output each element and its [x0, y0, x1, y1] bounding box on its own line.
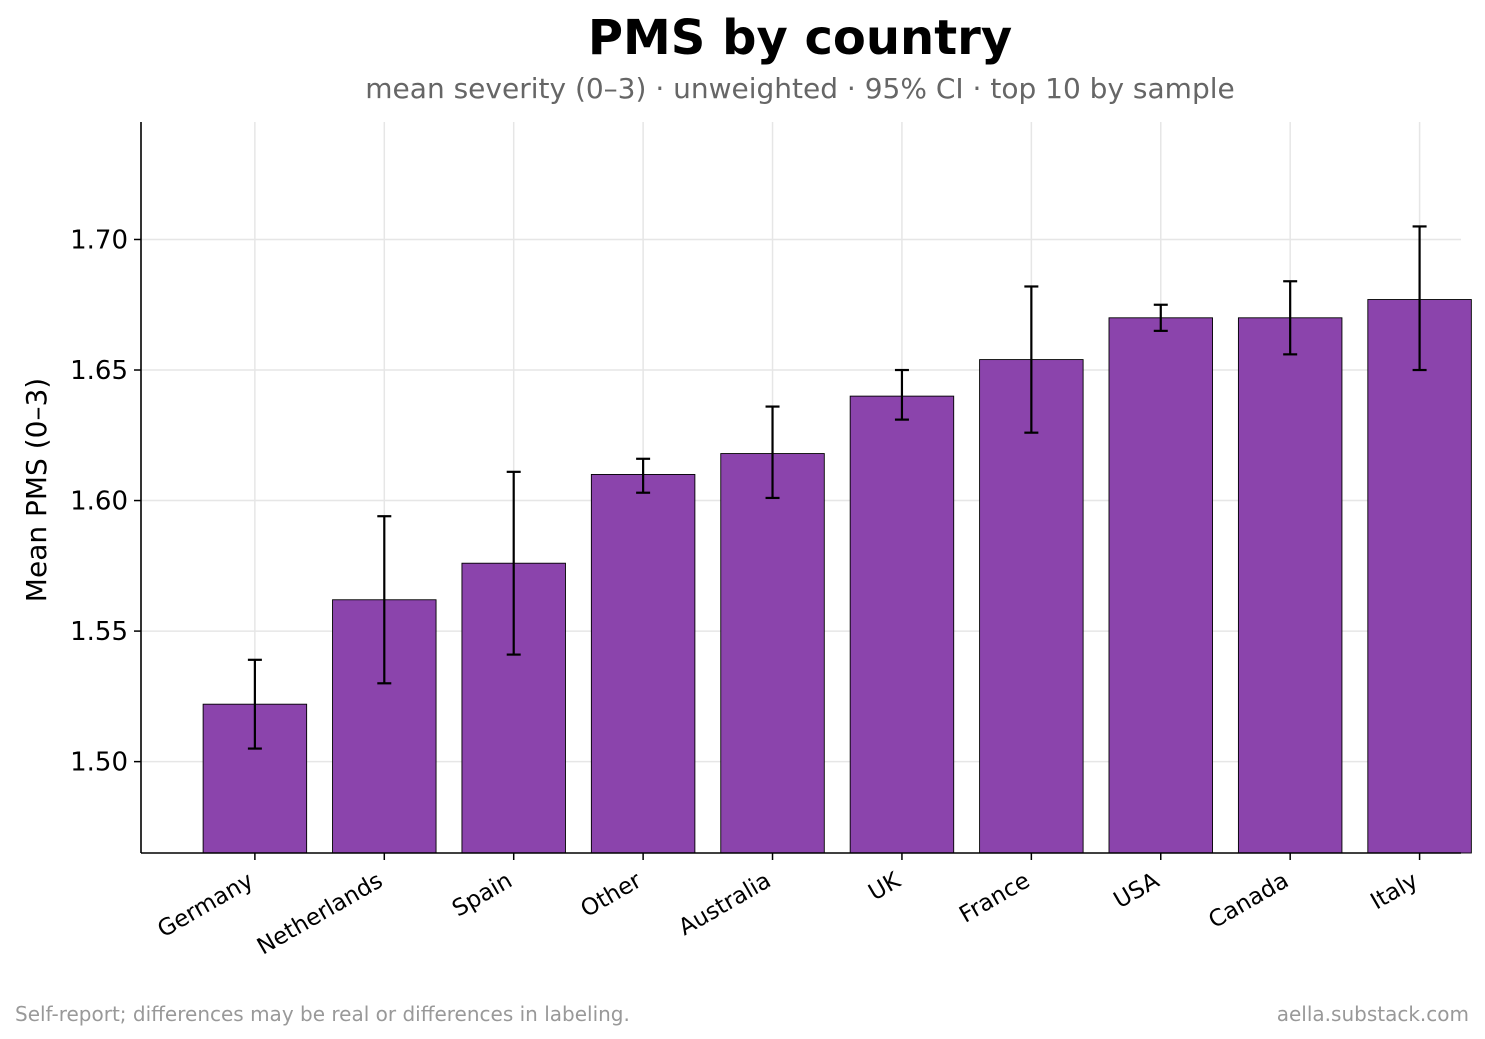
error-bar — [636, 457, 651, 494]
chart-subtitle: mean severity (0–3) · unweighted · 95% C… — [365, 72, 1234, 105]
y-tick-label: 1.60 — [70, 487, 128, 517]
x-tick-label: France — [955, 868, 1034, 929]
x-tick-label: USA — [1110, 868, 1164, 914]
bar — [849, 395, 955, 854]
error-bar — [765, 405, 780, 500]
chart-title: PMS by country — [588, 10, 1012, 66]
bars — [202, 299, 1472, 854]
bar — [1367, 299, 1472, 854]
bar — [720, 453, 825, 854]
x-tick-label: Germany — [153, 868, 258, 943]
y-tick-label: 1.70 — [70, 225, 128, 255]
x-tick-label: Italy — [1366, 868, 1422, 915]
y-tick-label: 1.50 — [70, 748, 128, 778]
x-tick-label: UK — [864, 867, 905, 906]
error-bar — [1283, 280, 1298, 356]
error-bar — [247, 658, 262, 750]
error-bar — [506, 470, 521, 656]
y-tick-label: 1.65 — [70, 356, 128, 386]
bar — [1108, 317, 1213, 854]
error-bars — [247, 225, 1427, 750]
axes — [140, 122, 1461, 854]
error-bar — [1412, 225, 1427, 372]
error-bar — [1024, 285, 1039, 434]
bar — [590, 473, 696, 854]
error-bar — [377, 515, 392, 685]
bar — [979, 359, 1084, 854]
footnote: Self-report; differences may be real or … — [15, 1002, 630, 1026]
y-tick-label: 1.55 — [70, 617, 128, 647]
y-axis-label: Mean PMS (0–3) — [20, 378, 53, 602]
x-tick-label: Spain — [448, 868, 517, 923]
y-ticks: 1.50 1.55 1.60 1.65 1.70 — [70, 225, 141, 778]
error-bar — [894, 368, 909, 421]
x-tick-label: Netherlands — [253, 868, 387, 961]
x-tick-label: Canada — [1204, 868, 1293, 934]
bar — [1237, 317, 1343, 854]
error-bar — [1153, 303, 1168, 332]
x-tick-label: Other — [577, 867, 647, 922]
source-credit: aella.substack.com — [1277, 1002, 1469, 1026]
x-tick-label: Australia — [674, 868, 775, 941]
